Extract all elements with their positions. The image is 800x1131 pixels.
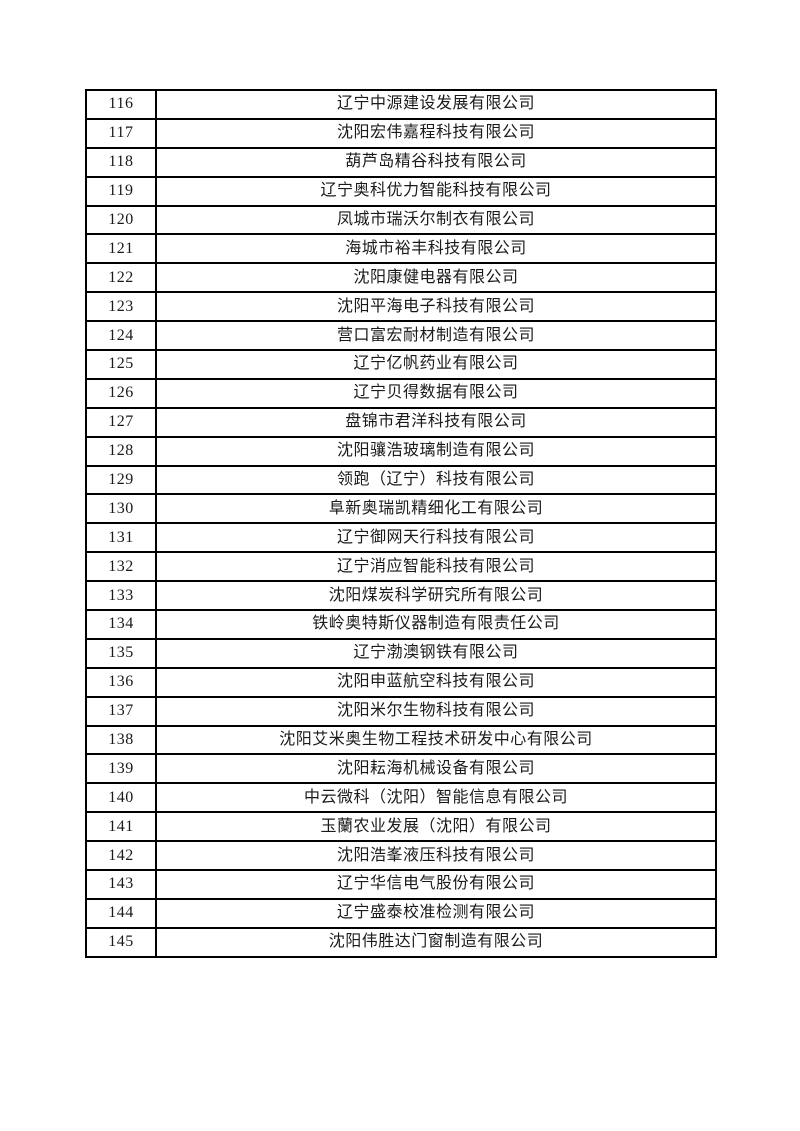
table-row: 136 沈阳申蓝航空科技有限公司 [85,666,717,698]
table-row: 137 沈阳米尔生物科技有限公司 [85,695,717,727]
company-name-cell: 辽宁奥科优力智能科技有限公司 [155,175,717,207]
row-number-cell: 122 [85,262,157,294]
table-row: 142 沈阳浩峯液压科技有限公司 [85,840,717,872]
row-number-cell: 133 [85,580,157,612]
table-row: 128 沈阳骧浩玻璃制造有限公司 [85,435,717,467]
row-number-cell: 135 [85,637,157,669]
company-name-cell: 凤城市瑞沃尔制衣有限公司 [155,204,717,236]
row-number-cell: 134 [85,609,157,640]
row-number-cell: 129 [85,464,157,496]
table-row: 144 辽宁盛泰校准检测有限公司 [85,897,717,929]
company-name-cell: 阜新奥瑞凯精细化工有限公司 [155,493,717,525]
company-name-cell: 辽宁亿帆药业有限公司 [155,349,717,380]
company-name-cell: 辽宁消应智能科技有限公司 [155,551,717,583]
row-number-cell: 145 [85,926,157,958]
company-name-cell: 玉蘭农业发展（沈阳）有限公司 [155,811,717,843]
table-row: 116 辽宁中源建设发展有限公司 [85,89,717,120]
table-row: 130 阜新奥瑞凯精细化工有限公司 [85,493,717,525]
company-name-cell: 沈阳伟胜达门窗制造有限公司 [155,926,717,958]
company-table-body: 116 辽宁中源建设发展有限公司 117 沈阳宏伟嘉程科技有限公司 118 葫芦… [85,89,717,958]
table-row: 143 辽宁华信电气股份有限公司 [85,869,717,900]
row-number-cell: 139 [85,753,157,785]
table-row: 132 辽宁消应智能科技有限公司 [85,551,717,583]
row-number-cell: 128 [85,435,157,467]
company-name-cell: 辽宁贝得数据有限公司 [155,377,717,409]
table-row: 140 中云微科（沈阳）智能信息有限公司 [85,782,717,814]
company-name-cell: 沈阳平海电子科技有限公司 [155,291,717,323]
row-number-cell: 131 [85,522,157,554]
company-name-cell: 沈阳骧浩玻璃制造有限公司 [155,435,717,467]
row-number-cell: 130 [85,493,157,525]
row-number-cell: 141 [85,811,157,843]
company-name-cell: 沈阳康健电器有限公司 [155,262,717,294]
company-name-cell: 沈阳艾米奥生物工程技术研发中心有限公司 [155,724,717,756]
company-name-cell: 辽宁渤澳钢铁有限公司 [155,637,717,669]
company-name-cell: 辽宁中源建设发展有限公司 [155,89,717,120]
company-list-table: 116 辽宁中源建设发展有限公司 117 沈阳宏伟嘉程科技有限公司 118 葫芦… [85,89,717,958]
table-row: 125 辽宁亿帆药业有限公司 [85,349,717,380]
table-row: 127 盘锦市君洋科技有限公司 [85,406,717,438]
row-number-cell: 140 [85,782,157,814]
company-name-cell: 沈阳米尔生物科技有限公司 [155,695,717,727]
table-row: 129 领跑（辽宁）科技有限公司 [85,464,717,496]
company-name-cell: 铁岭奥特斯仪器制造有限责任公司 [155,609,717,640]
table-row: 126 辽宁贝得数据有限公司 [85,377,717,409]
row-number-cell: 142 [85,840,157,872]
row-number-cell: 127 [85,406,157,438]
row-number-cell: 137 [85,695,157,727]
table-row: 122 沈阳康健电器有限公司 [85,262,717,294]
row-number-cell: 123 [85,291,157,323]
table-row: 135 辽宁渤澳钢铁有限公司 [85,637,717,669]
company-name-cell: 沈阳宏伟嘉程科技有限公司 [155,117,717,149]
table-row: 134 铁岭奥特斯仪器制造有限责任公司 [85,609,717,640]
row-number-cell: 121 [85,233,157,265]
company-name-cell: 辽宁盛泰校准检测有限公司 [155,897,717,929]
row-number-cell: 117 [85,117,157,149]
table-row: 123 沈阳平海电子科技有限公司 [85,291,717,323]
company-name-cell: 沈阳耘海机械设备有限公司 [155,753,717,785]
row-number-cell: 126 [85,377,157,409]
table-row: 117 沈阳宏伟嘉程科技有限公司 [85,117,717,149]
row-number-cell: 143 [85,869,157,900]
row-number-cell: 119 [85,175,157,207]
table-row: 119 辽宁奥科优力智能科技有限公司 [85,175,717,207]
company-name-cell: 盘锦市君洋科技有限公司 [155,406,717,438]
table-row: 145 沈阳伟胜达门窗制造有限公司 [85,926,717,958]
row-number-cell: 118 [85,146,157,178]
row-number-cell: 120 [85,204,157,236]
table-row: 133 沈阳煤炭科学研究所有限公司 [85,580,717,612]
row-number-cell: 124 [85,320,157,352]
table-row: 118 葫芦岛精谷科技有限公司 [85,146,717,178]
company-name-cell: 沈阳申蓝航空科技有限公司 [155,666,717,698]
row-number-cell: 116 [85,89,157,120]
company-name-cell: 沈阳浩峯液压科技有限公司 [155,840,717,872]
row-number-cell: 144 [85,897,157,929]
table-row: 141 玉蘭农业发展（沈阳）有限公司 [85,811,717,843]
row-number-cell: 132 [85,551,157,583]
row-number-cell: 136 [85,666,157,698]
company-name-cell: 领跑（辽宁）科技有限公司 [155,464,717,496]
company-name-cell: 中云微科（沈阳）智能信息有限公司 [155,782,717,814]
table-row: 138 沈阳艾米奥生物工程技术研发中心有限公司 [85,724,717,756]
table-row: 120 凤城市瑞沃尔制衣有限公司 [85,204,717,236]
company-name-cell: 葫芦岛精谷科技有限公司 [155,146,717,178]
company-name-cell: 沈阳煤炭科学研究所有限公司 [155,580,717,612]
row-number-cell: 125 [85,349,157,380]
company-name-cell: 海城市裕丰科技有限公司 [155,233,717,265]
company-name-cell: 辽宁御网天行科技有限公司 [155,522,717,554]
table-row: 121 海城市裕丰科技有限公司 [85,233,717,265]
company-name-cell: 营口富宏耐材制造有限公司 [155,320,717,352]
row-number-cell: 138 [85,724,157,756]
table-row: 124 营口富宏耐材制造有限公司 [85,320,717,352]
table-row: 131 辽宁御网天行科技有限公司 [85,522,717,554]
table-row: 139 沈阳耘海机械设备有限公司 [85,753,717,785]
company-name-cell: 辽宁华信电气股份有限公司 [155,869,717,900]
